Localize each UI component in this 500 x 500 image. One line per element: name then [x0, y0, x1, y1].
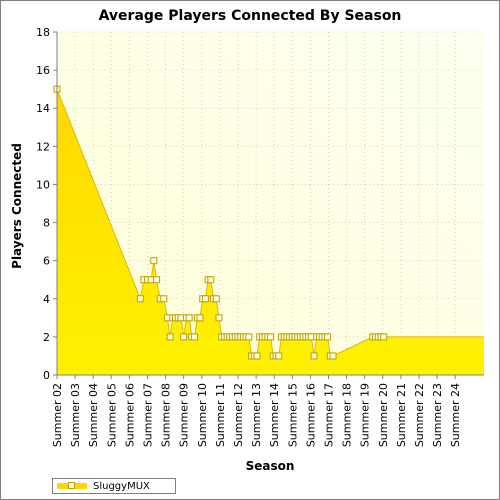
x-tick-label: Summer 09	[178, 383, 191, 447]
y-tick-label: 2	[43, 331, 50, 344]
x-tick-label: Summer 17	[323, 383, 336, 447]
data-point	[329, 352, 337, 360]
data-point	[310, 352, 318, 360]
x-tick-label: Summer 06	[123, 383, 136, 447]
data-point	[267, 333, 275, 341]
marker-layer	[53, 85, 388, 360]
legend: SluggyMUX	[52, 478, 176, 494]
x-tick-label: Summer 03	[69, 383, 82, 447]
data-point	[245, 333, 253, 341]
y-tick-label: 4	[43, 293, 50, 306]
data-point	[136, 295, 144, 303]
data-point	[185, 314, 193, 322]
y-tick-label: 6	[43, 255, 50, 268]
chart-title: Average Players Connected By Season	[98, 8, 402, 24]
x-tick-label: Summer 07	[142, 383, 155, 447]
legend-series-label: SluggyMUX	[93, 480, 150, 492]
x-tick-label: Summer 18	[341, 383, 354, 447]
x-tick-label: Summer 22	[413, 383, 426, 447]
x-tick-label: Summer 04	[87, 383, 100, 447]
y-tick-label: 18	[36, 26, 50, 39]
data-point	[201, 295, 209, 303]
x-tick-label: Summer 05	[105, 383, 118, 447]
data-point	[153, 276, 161, 284]
data-point	[212, 295, 220, 303]
data-point	[180, 333, 188, 341]
x-tick-label: Summer 02	[51, 383, 64, 447]
x-axis-label: Season	[245, 459, 295, 473]
data-point	[150, 257, 158, 265]
x-tick-label: Summer 16	[304, 383, 317, 447]
y-tick-label: 8	[43, 217, 50, 230]
x-tick-label: Summer 19	[359, 383, 372, 447]
data-point	[275, 352, 283, 360]
y-tick-label: 10	[36, 178, 50, 191]
series-area	[57, 89, 484, 376]
legend-swatch	[57, 482, 87, 490]
data-point	[166, 333, 174, 341]
x-tick-label: Summer 24	[449, 383, 462, 447]
y-tick-label: 0	[43, 369, 50, 382]
data-point	[215, 314, 223, 322]
data-point	[191, 333, 199, 341]
y-axis-label: Players Connected	[10, 143, 24, 269]
x-tick-label: Summer 08	[160, 383, 173, 447]
x-tick-label: Summer 13	[250, 383, 263, 447]
data-point	[196, 314, 204, 322]
x-tick-label: Summer 12	[232, 383, 245, 447]
y-tick-label: 14	[36, 102, 50, 115]
x-tick-label: Summer 11	[214, 383, 227, 447]
y-tick-label: 16	[36, 64, 50, 77]
x-tick-label: Summer 20	[377, 383, 390, 447]
y-tick-label: 12	[36, 140, 50, 153]
x-tick-label: Summer 10	[196, 383, 209, 447]
x-tick-label: Summer 21	[395, 383, 408, 447]
data-point	[380, 333, 388, 341]
data-point	[253, 352, 261, 360]
data-point	[160, 295, 168, 303]
data-point	[207, 276, 215, 284]
x-tick-label: Summer 15	[286, 383, 299, 447]
x-tick-label: Summer 14	[268, 383, 281, 447]
x-tick-label: Summer 23	[431, 383, 444, 447]
data-point	[324, 333, 332, 341]
axis-layer: 0 2 4 6 8 10 12 14 16 18 Summer 02 Summer 03 Summer …	[36, 26, 484, 447]
